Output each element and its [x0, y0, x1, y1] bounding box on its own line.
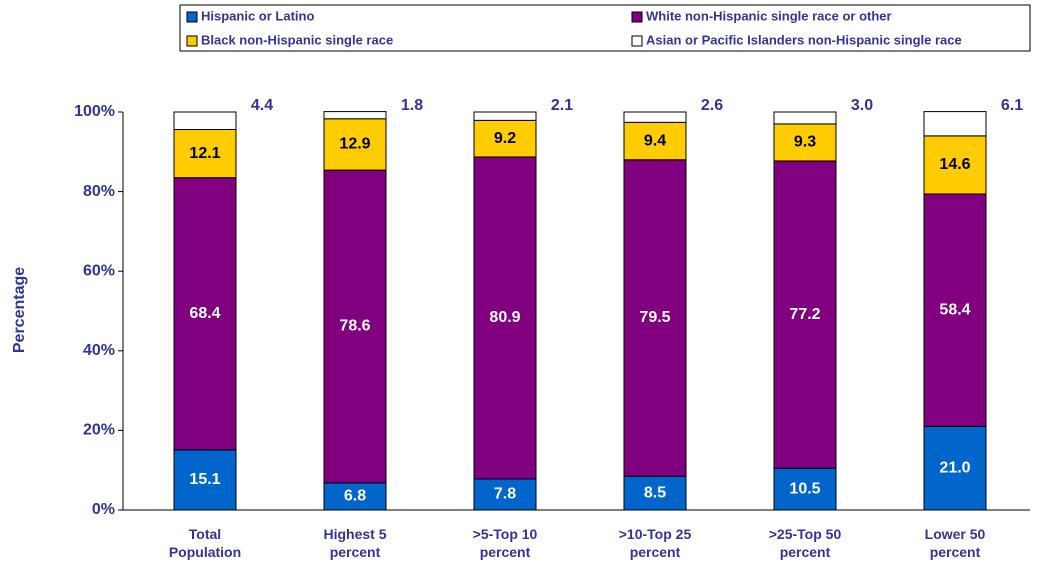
- bar-segment: [473, 119, 537, 158]
- legend-swatch: [186, 11, 198, 23]
- bar-segment: [623, 121, 687, 161]
- legend-label: Hispanic or Latino: [201, 8, 314, 23]
- legend-label: Black non-Hispanic single race: [201, 32, 393, 47]
- x-tick-label: Total Population: [169, 526, 241, 560]
- data-label: 79.5: [639, 309, 670, 326]
- x-tick-label: >25-Top 50 percent: [769, 526, 842, 560]
- data-label: 80.9: [489, 309, 520, 326]
- data-label: 21.0: [939, 459, 970, 476]
- data-label: 4.4: [251, 97, 273, 114]
- data-label: 9.3: [794, 134, 816, 151]
- x-tick-label-line: percent: [780, 544, 831, 560]
- legend-swatch: [186, 35, 198, 47]
- bar-segment: [173, 111, 237, 131]
- bar-segment: [473, 156, 537, 480]
- y-tick-label: 80%: [83, 183, 115, 200]
- bar-segment: [323, 169, 387, 484]
- x-tick-label-line: >5-Top 10: [473, 526, 538, 542]
- bar-segment: [623, 111, 687, 123]
- data-label: 12.1: [189, 145, 220, 162]
- x-tick-label-line: >25-Top 50: [769, 526, 842, 542]
- x-tick-label-line: percent: [330, 544, 381, 560]
- x-tick-label: Highest 5 percent: [323, 526, 386, 560]
- bar-segment: [473, 111, 537, 121]
- data-label: 10.5: [789, 480, 820, 497]
- x-tick-label-line: percent: [630, 544, 681, 560]
- bar-segment: [923, 425, 987, 511]
- x-tick-label-line: >10-Top 25: [619, 526, 692, 542]
- x-tick-label-line: Highest 5: [323, 526, 386, 542]
- data-label: 14.6: [939, 156, 970, 173]
- x-tick-label-line: percent: [930, 544, 981, 560]
- x-tick-label-line: Population: [169, 544, 241, 560]
- x-tick-label: Lower 50 percent: [925, 526, 986, 560]
- bar-segment: [923, 135, 987, 195]
- data-label: 9.2: [494, 130, 516, 147]
- bar-segment: [773, 111, 837, 125]
- data-label: 9.4: [644, 132, 666, 149]
- legend-swatch: [631, 35, 643, 47]
- bar-segment: [173, 177, 237, 451]
- bar-segment: [323, 111, 387, 120]
- y-tick-label: 40%: [83, 342, 115, 359]
- data-label: 58.4: [939, 301, 970, 318]
- bar-segment: [773, 160, 837, 469]
- bar-segment: [323, 482, 387, 511]
- data-label: 3.0: [851, 97, 873, 114]
- data-label: 78.6: [339, 318, 370, 335]
- data-label: 6.8: [344, 488, 366, 505]
- x-tick-label: >10-Top 25 percent: [619, 526, 692, 560]
- bar-segment: [773, 467, 837, 511]
- y-tick-label: 100%: [74, 103, 115, 120]
- data-label: 1.8: [401, 97, 423, 114]
- y-tick-label: 0%: [92, 501, 115, 518]
- y-tick-label: 20%: [83, 422, 115, 439]
- legend-label: Asian or Pacific Islanders non-Hispanic …: [646, 32, 962, 47]
- data-label: 12.9: [339, 136, 370, 153]
- data-label: 15.1: [189, 471, 220, 488]
- y-axis-label: Percentage: [11, 267, 28, 353]
- data-label: 68.4: [189, 305, 220, 322]
- legend-label: White non-Hispanic single race or other: [646, 8, 892, 23]
- bar-segment: [173, 449, 237, 511]
- legend-swatch: [631, 11, 643, 23]
- data-label: 2.1: [551, 97, 573, 114]
- bar-segment: [323, 118, 387, 171]
- x-tick-label: >5-Top 10 percent: [473, 526, 538, 560]
- data-label: 7.8: [494, 486, 516, 503]
- bar-segment: [923, 111, 987, 137]
- bar-segment: [473, 478, 537, 511]
- data-label: 6.1: [1001, 97, 1023, 114]
- x-tick-label-line: Lower 50: [925, 526, 986, 542]
- data-label: 77.2: [789, 306, 820, 323]
- data-label: 2.6: [701, 97, 723, 114]
- x-tick-label-line: Total: [189, 526, 221, 542]
- data-label: 8.5: [644, 484, 666, 501]
- bar-segment: [623, 475, 687, 511]
- bar-segment: [773, 123, 837, 162]
- x-tick-label-line: percent: [480, 544, 531, 560]
- y-tick-label: 60%: [83, 262, 115, 279]
- bar-segment: [623, 159, 687, 477]
- legend-box: [179, 4, 1031, 52]
